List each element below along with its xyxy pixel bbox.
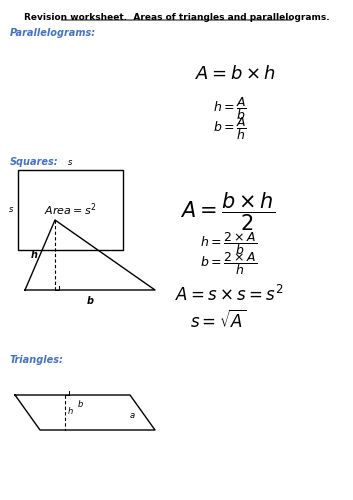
Text: a: a xyxy=(130,412,135,420)
Text: $b = \dfrac{A}{h}$: $b = \dfrac{A}{h}$ xyxy=(213,115,247,142)
Text: $Area = s^2$: $Area = s^2$ xyxy=(44,202,97,218)
Text: Revision worksheet.  Areas of triangles and parallelograms.: Revision worksheet. Areas of triangles a… xyxy=(24,13,329,22)
Text: h: h xyxy=(68,408,73,416)
Text: b: b xyxy=(86,296,94,306)
Text: b: b xyxy=(77,400,83,409)
Text: $s = \sqrt{A}$: $s = \sqrt{A}$ xyxy=(190,310,246,332)
Text: Triangles:: Triangles: xyxy=(10,355,64,365)
Text: Parallelograms:: Parallelograms: xyxy=(10,28,96,38)
Text: Squares:: Squares: xyxy=(10,157,59,167)
Text: $A = \dfrac{b \times h}{2}$: $A = \dfrac{b \times h}{2}$ xyxy=(180,190,275,232)
Text: h: h xyxy=(30,250,37,260)
Bar xyxy=(18,170,123,250)
Polygon shape xyxy=(15,395,155,430)
Text: s: s xyxy=(68,158,73,167)
Text: $h = \dfrac{2 \times A}{b}$: $h = \dfrac{2 \times A}{b}$ xyxy=(200,230,257,257)
Text: $b = \dfrac{2 \times A}{h}$: $b = \dfrac{2 \times A}{h}$ xyxy=(200,250,257,277)
Text: s: s xyxy=(8,206,13,214)
Text: $A = b \times h$: $A = b \times h$ xyxy=(195,65,276,83)
Text: $A = s \times s = s^2$: $A = s \times s = s^2$ xyxy=(175,285,283,305)
Text: $h = \dfrac{A}{b}$: $h = \dfrac{A}{b}$ xyxy=(213,95,247,122)
